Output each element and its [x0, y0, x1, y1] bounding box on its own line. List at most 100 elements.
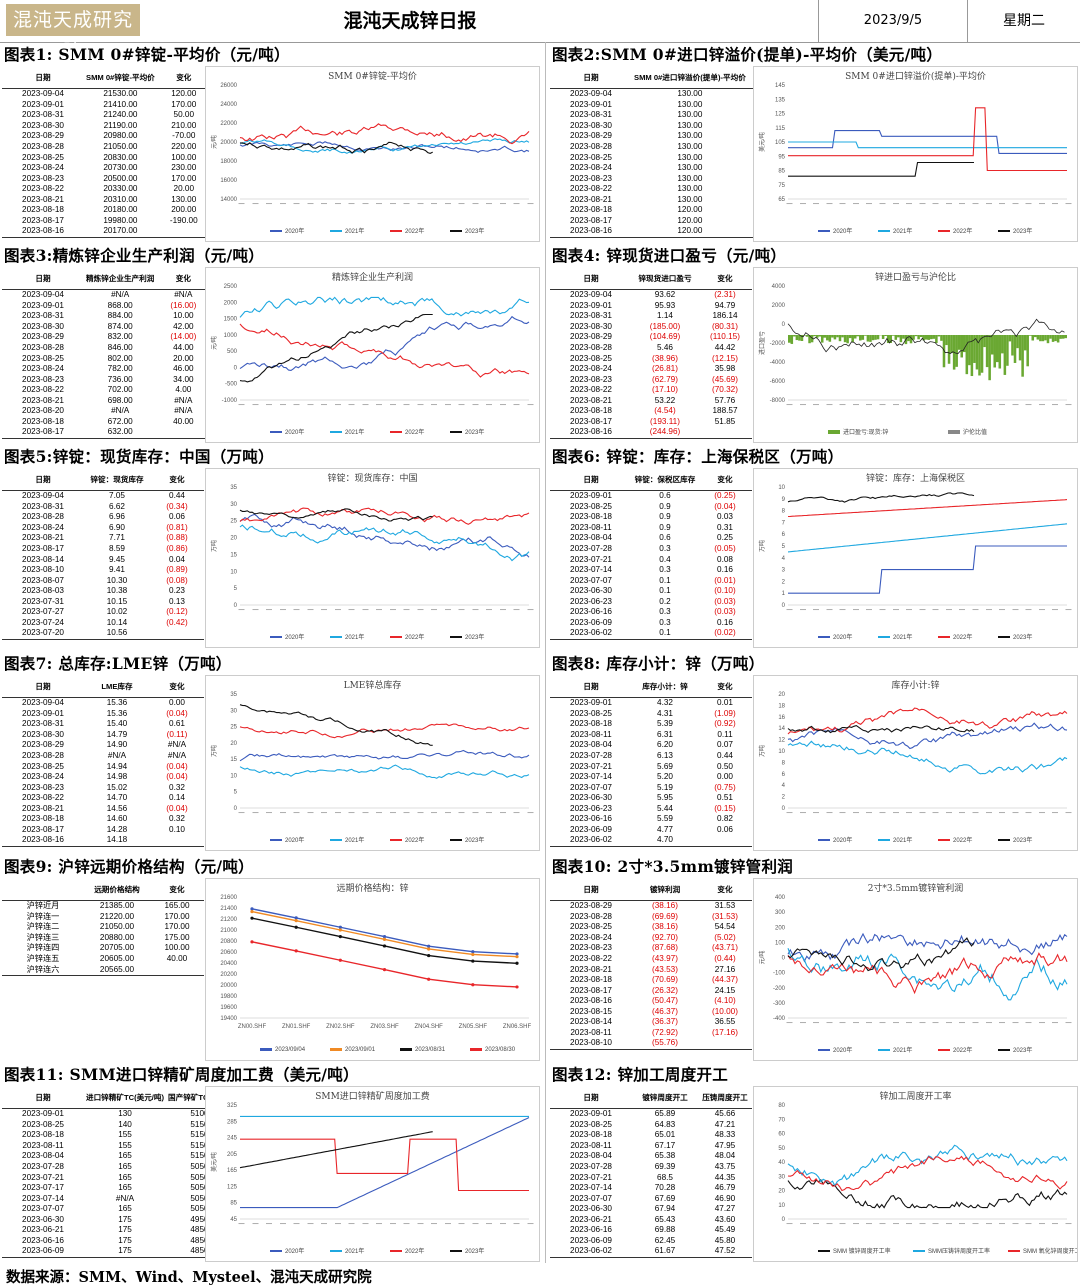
legend-entry: 2021年: [893, 227, 912, 235]
legend-entry: 2023/08/30: [485, 1047, 516, 1053]
table-row: 2023-07-28 165 5050: [2, 1162, 233, 1173]
x-tick-mark: |: [458, 609, 464, 611]
x-tick-mark: |: [431, 1223, 437, 1225]
table-cell: 0.04: [169, 554, 185, 564]
table-row: 2023-07-14 5.20 0.00: [550, 772, 752, 783]
table-cell: 2023-08-22: [570, 184, 612, 194]
table-row: 2023-09-01 130 5100: [2, 1109, 233, 1120]
x-tick-mark: |: [321, 203, 327, 205]
table-cell: 2023-07-21: [570, 1172, 612, 1182]
table-cell: 2023-06-02: [550, 835, 632, 847]
table-cell: 2023-08-24: [570, 163, 612, 173]
table-cell: #N/A: [167, 751, 187, 760]
legend-entry: 2023年: [1013, 836, 1032, 844]
table-header: LME库存: [84, 675, 150, 698]
series-point: [294, 919, 298, 923]
y-tick-label: 20: [230, 741, 237, 747]
table-cell: 21530.00: [103, 89, 138, 99]
table-row: 2023-06-21 65.43 43.60: [550, 1214, 752, 1225]
x-tick-mark: |: [362, 1223, 368, 1225]
table-cell: (104.69): [649, 332, 681, 342]
y-tick-label: 4: [782, 783, 786, 789]
series-point: [250, 916, 254, 920]
bar: [917, 335, 920, 340]
y-tick-label: 125: [775, 112, 786, 118]
table-cell: 2023-08-30: [22, 729, 64, 739]
series-line: [788, 161, 974, 177]
y-tick-label: 5: [234, 790, 238, 796]
bar: [1001, 335, 1004, 354]
table-row: 2023-07-07 0.1 (0.01): [550, 575, 752, 586]
bar: [874, 335, 877, 340]
chart-p5: 锌锭：现货库存：中国 35 30 25 20 15 10 5 0 万吨 | | | | | | | | | | | | | |…: [205, 468, 540, 648]
y-tick-label: 6: [782, 532, 786, 538]
x-tick-mark: |: [786, 203, 792, 205]
table-header: 日期: [2, 1086, 84, 1109]
table-cell: 0.16: [717, 565, 733, 575]
table-cell: 2023-08-18: [570, 406, 612, 416]
bar: [897, 335, 900, 338]
x-tick-mark: |: [458, 812, 464, 814]
x-tick-mark: |: [945, 203, 951, 205]
bar: [1018, 335, 1022, 361]
table-row: 2023-08-21 14.56 (0.04): [2, 803, 204, 814]
table-cell: 2023-08-30: [22, 120, 64, 130]
table-cell: 0.44: [169, 491, 185, 501]
x-tick-mark: |: [852, 1223, 858, 1225]
table-header: 日期: [2, 468, 84, 491]
table-cell: #N/A: [115, 1193, 135, 1203]
bar: [922, 335, 925, 341]
bar: [927, 335, 931, 340]
x-tick-mark: |: [376, 1223, 382, 1225]
table-cell: 2023-08-21: [570, 194, 612, 204]
table-cell: 2023-09-01: [22, 1109, 64, 1119]
table-cell: 48.04: [714, 1151, 736, 1161]
x-tick-mark: |: [1052, 812, 1058, 814]
x-tick-mark: |: [266, 609, 272, 611]
table-cell: (46.37): [652, 1006, 678, 1016]
table-header: 日期: [550, 468, 632, 491]
table-cell: 130.00: [677, 99, 703, 109]
x-tick-mark: |: [321, 812, 327, 814]
series-line: [787, 740, 1068, 775]
table-cell: 2023-08-29: [22, 740, 64, 750]
y-tick-label: -4000: [770, 360, 786, 366]
x-tick-mark: |: [444, 609, 450, 611]
bar: [823, 335, 827, 338]
x-tick-mark: |: [362, 203, 368, 205]
table-cell: 40.00: [173, 416, 194, 426]
y-tick-label: 20200: [220, 972, 237, 978]
bar: [963, 335, 966, 353]
x-tick-mark: |: [486, 203, 492, 205]
x-tick-mark: |: [472, 1223, 478, 1225]
bar: [848, 335, 852, 339]
bar: [853, 335, 857, 339]
x-tick-mark: |: [866, 203, 872, 205]
table-cell: 67.17: [654, 1140, 676, 1150]
y-tick-label: 30: [230, 502, 237, 508]
table-cell: (110.15): [710, 332, 740, 342]
series-line: [787, 492, 975, 503]
y-tick-label: 0: [234, 806, 238, 812]
table-cell: 20330.00: [103, 184, 138, 194]
table-cell: (0.03): [714, 596, 736, 606]
table-row: 2023-08-25 0.9 (0.04): [550, 502, 752, 513]
bar: [1064, 335, 1067, 339]
table-row: 2023-07-14 70.28 46.79: [550, 1183, 752, 1194]
table-cell: 2023-07-28: [570, 751, 612, 760]
table-row: 2023-08-30 874.00 42.00: [2, 322, 210, 333]
x-tick-mark: |: [499, 812, 505, 814]
x-tick-mark: |: [866, 404, 872, 406]
table-header: 锌现货进口盈亏: [632, 267, 698, 290]
x-tick-mark: |: [527, 1223, 533, 1225]
series-point: [338, 958, 342, 962]
table-cell: 14.98: [106, 772, 128, 782]
table-cell: 5.46: [657, 343, 673, 352]
bar: [988, 335, 991, 381]
legend-entry: 2023年: [1013, 633, 1032, 641]
table-cell: 51.85: [714, 416, 736, 426]
bar: [886, 335, 890, 344]
table-cell: 2023-07-21: [22, 1172, 64, 1182]
bar: [1059, 335, 1062, 339]
